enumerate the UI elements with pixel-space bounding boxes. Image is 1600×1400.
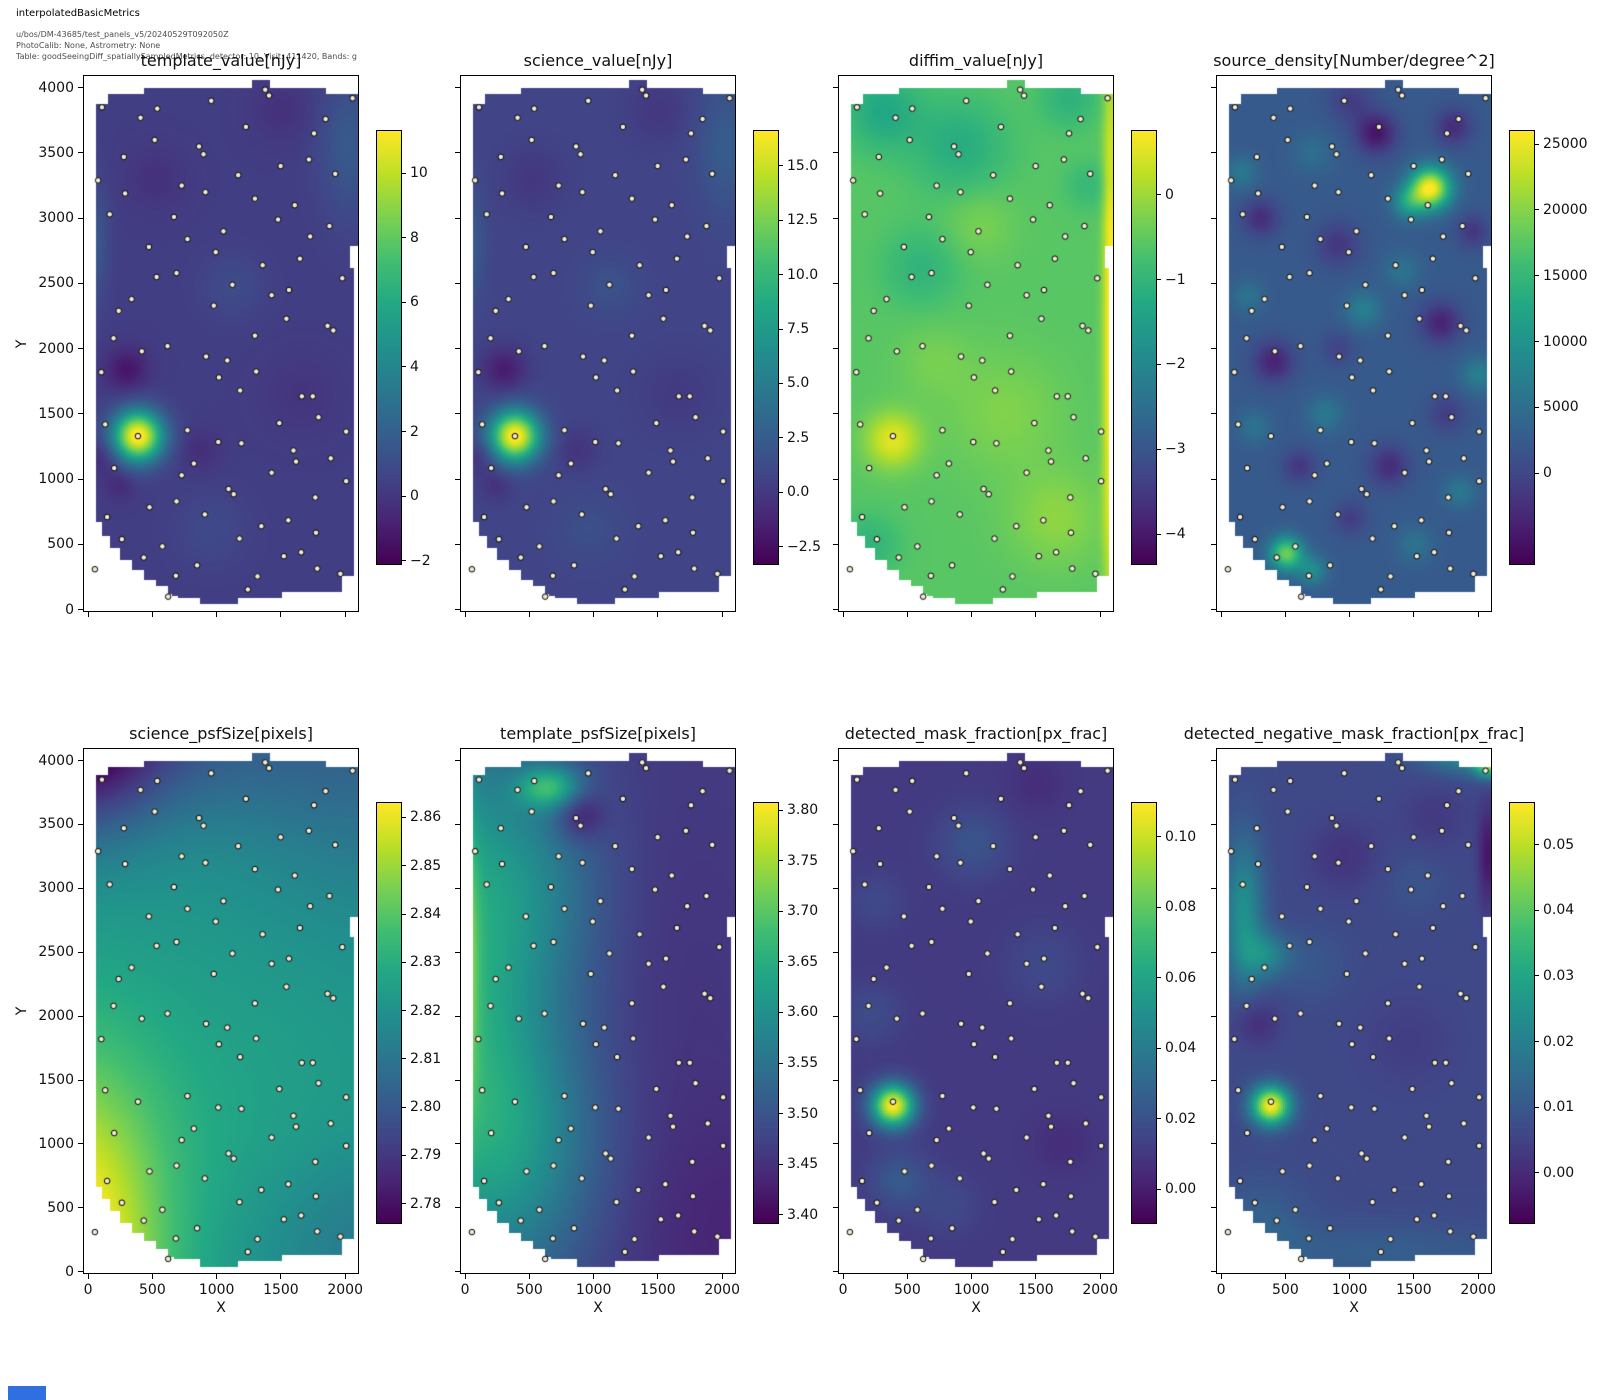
heatmap-canvas <box>839 76 1113 611</box>
heatmap-canvas <box>461 76 735 611</box>
x-axis-ticks <box>838 611 1114 657</box>
x-axis-label: X <box>1349 1300 1359 1316</box>
x-axis-ticks <box>1216 611 1492 657</box>
y-axis-ticks <box>775 748 839 1274</box>
panel-source-density: source_density[Number/degree^2] 25000 200… <box>1211 51 1588 617</box>
y-axis-ticks: 0 500 1000 1500 2000 2500 3000 3500 4000 <box>20 748 84 1280</box>
heatmap-canvas <box>1217 749 1491 1273</box>
panel-science-psfsize: science_psfSize[pixels] 0 500 1000 1500 2000… <box>14 724 441 1316</box>
screen-artifact <box>8 1386 46 1400</box>
colorbar-gradient <box>377 131 401 564</box>
y-axis-ticks <box>397 75 461 612</box>
panel-template-value: template_value[nJy] 0 500 1000 1500 2000 2500… <box>14 51 431 618</box>
figure-header-title: interpolatedBasicMetrics <box>16 8 140 19</box>
colorbar: 2.86 2.85 2.84 2.83 2.82 2.81 2.80 2.79 2.78 <box>376 802 441 1224</box>
x-axis-ticks: 0 500 1000 1500 2000 <box>1216 1273 1496 1319</box>
panel-title: template_psfSize[pixels] <box>500 724 696 743</box>
figure-header-line: PhotoCalib: None, Astrometry: None <box>16 41 161 50</box>
figure-header-line: Table: goodSeeingDiff_spatiallySampledMe… <box>16 52 357 61</box>
x-axis-ticks <box>83 611 359 657</box>
colorbar: 15.0 12.5 10.0 7.5 5.0 2.5 0.0 −2.5 <box>753 130 821 565</box>
colorbar-gradient <box>754 803 778 1223</box>
panel-science-value: science_value[nJy] 15.0 12.5 10.0 7.5 5.0 2.5… <box>455 51 821 617</box>
y-axis-ticks: 0 500 1000 1500 2000 2500 3000 3500 4000 <box>20 75 84 618</box>
colorbar: 0.10 0.08 0.06 0.04 0.02 0.00 <box>1131 802 1196 1224</box>
panel-title: template_value[nJy] <box>140 51 302 70</box>
colorbar-gradient <box>1510 803 1534 1223</box>
x-axis-label: X <box>971 1300 981 1316</box>
panel-title: science_psfSize[pixels] <box>129 724 313 743</box>
x-axis-label: X <box>593 1300 603 1316</box>
y-axis-label: Y <box>14 339 30 348</box>
heatmap-canvas <box>84 76 358 611</box>
x-axis-ticks: 0 500 1000 1500 2000 <box>460 1273 740 1319</box>
y-axis-ticks <box>1153 748 1217 1274</box>
colorbar-gradient <box>754 131 778 564</box>
panel-title: detected_mask_fraction[px_frac] <box>844 724 1108 743</box>
panel-title: source_density[Number/degree^2] <box>1213 51 1495 70</box>
colorbar: 10 8 6 4 2 0 −2 <box>376 130 431 569</box>
panel-template-psfsize: template_psfSize[pixels] 0 500 1000 1500 200… <box>455 724 818 1316</box>
panel-detected-mask-fraction: detected_mask_fraction[px_frac] 0 500 1000… <box>833 724 1196 1316</box>
panel-detected-negative-mask-fraction: detected_negative_mask_fraction[px_frac]… <box>1184 724 1574 1316</box>
panel-title: science_value[nJy] <box>523 51 673 70</box>
x-axis-ticks <box>460 611 736 657</box>
x-axis-label: X <box>216 1300 226 1316</box>
x-axis-ticks: 0 500 1000 1500 2000 <box>838 1273 1118 1319</box>
figure-header-line: u/bos/DM-43685/test_panels_v5/20240529T0… <box>16 30 229 39</box>
panel-title: diffim_value[nJy] <box>908 51 1044 70</box>
x-axis-ticks: 0 500 1000 1500 2000 <box>83 1273 363 1319</box>
heatmap-canvas <box>461 749 735 1273</box>
y-axis-ticks <box>775 75 839 612</box>
y-axis-ticks <box>1153 75 1217 612</box>
colorbar: 3.80 3.75 3.70 3.65 3.60 3.55 3.50 3.45 3.40 <box>753 802 818 1224</box>
panel-title: detected_negative_mask_fraction[px_frac] <box>1183 724 1525 743</box>
heatmap-canvas <box>1217 76 1491 611</box>
colorbar-gradient <box>1510 131 1534 564</box>
heatmap-canvas <box>84 749 358 1273</box>
panel-diffim-value: diffim_value[nJy] 0 −1 −2 −3 −4 <box>833 51 1186 617</box>
colorbar-gradient <box>1132 803 1156 1223</box>
colorbar: 25000 20000 15000 10000 5000 0 <box>1509 130 1588 565</box>
heatmap-canvas <box>839 749 1113 1273</box>
colorbar: 0 −1 −2 −3 −4 <box>1131 130 1186 565</box>
colorbar-gradient <box>1132 131 1156 564</box>
y-axis-label: Y <box>14 1006 30 1016</box>
colorbar-gradient <box>377 803 401 1223</box>
y-axis-ticks <box>397 748 461 1274</box>
colorbar: 0.05 0.04 0.03 0.02 0.01 0.00 <box>1509 802 1574 1224</box>
